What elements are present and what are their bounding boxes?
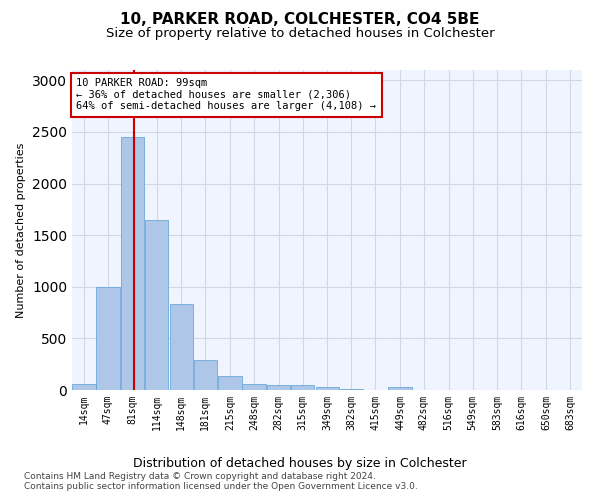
Bar: [145, 220, 168, 390]
Text: Size of property relative to detached houses in Colchester: Size of property relative to detached ho…: [106, 28, 494, 40]
Bar: [121, 137, 144, 390]
Text: Contains HM Land Registry data © Crown copyright and database right 2024.: Contains HM Land Registry data © Crown c…: [24, 472, 376, 481]
Bar: [267, 385, 290, 390]
Y-axis label: Number of detached properties: Number of detached properties: [16, 142, 26, 318]
Bar: [170, 304, 193, 390]
Bar: [218, 376, 242, 390]
Text: 10, PARKER ROAD, COLCHESTER, CO4 5BE: 10, PARKER ROAD, COLCHESTER, CO4 5BE: [121, 12, 479, 28]
Text: Contains public sector information licensed under the Open Government Licence v3: Contains public sector information licen…: [24, 482, 418, 491]
Bar: [194, 360, 217, 390]
Bar: [291, 385, 314, 390]
Bar: [316, 388, 339, 390]
Bar: [73, 384, 95, 390]
Text: Distribution of detached houses by size in Colchester: Distribution of detached houses by size …: [133, 458, 467, 470]
Bar: [340, 389, 363, 390]
Text: 10 PARKER ROAD: 99sqm
← 36% of detached houses are smaller (2,306)
64% of semi-d: 10 PARKER ROAD: 99sqm ← 36% of detached …: [76, 78, 376, 112]
Bar: [388, 387, 412, 390]
Bar: [97, 287, 119, 390]
Bar: [242, 384, 266, 390]
